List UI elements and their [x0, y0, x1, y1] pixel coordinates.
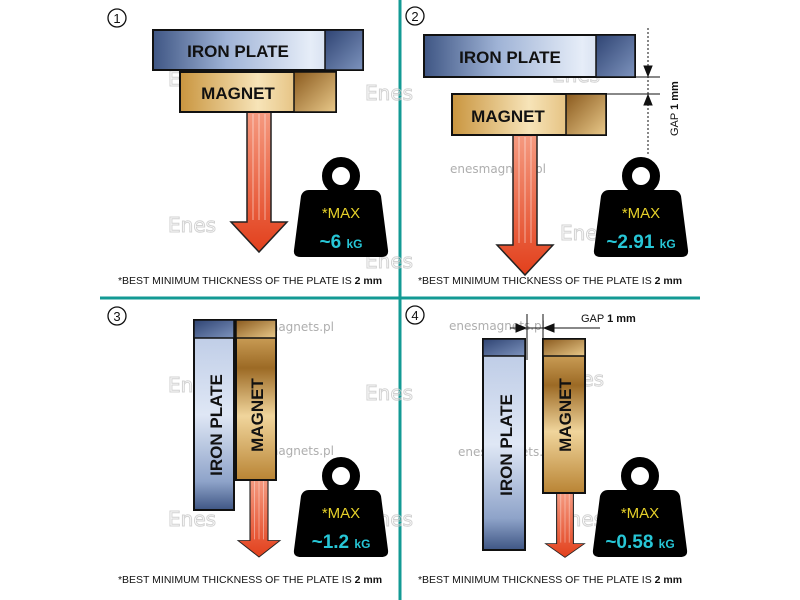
max-label: *MAX — [621, 505, 659, 522]
force-arrow — [496, 134, 554, 276]
panel-number: 3 — [113, 309, 120, 324]
gap-label: GAP — [669, 113, 681, 136]
panel-number: 1 — [113, 11, 120, 26]
force-arrow — [237, 479, 281, 558]
magnet: MAGNET — [179, 71, 337, 113]
magnet: MAGNET — [542, 338, 586, 494]
footnote: *BEST MINIMUM THICKNESS OF THE PLATE IS … — [118, 275, 382, 287]
force-arrow — [230, 111, 288, 253]
weight-badge: *MAX ~1.2 kG — [294, 462, 388, 557]
panel-number-badge — [107, 8, 127, 28]
max-label: *MAX — [322, 505, 360, 522]
iron-plate: IRON PLATE — [482, 338, 526, 551]
panel-2: 2 IRON PLATE MAGNET GAP 1 mm *MAX ~2.91 … — [405, 6, 688, 287]
gap-value: 1 mm — [607, 313, 636, 325]
gap-label: GAP — [581, 313, 604, 325]
watermark-url: enesmagnets.pl — [449, 319, 545, 333]
gap-dimension: GAP 1 mm — [606, 28, 681, 155]
panel-number-badge — [405, 305, 425, 325]
iron-plate-label: IRON PLATE — [207, 374, 226, 476]
iron-plate: IRON PLATE — [152, 29, 364, 71]
svg-text:GAP 1 mm: GAP 1 mm — [581, 313, 636, 325]
max-label: *MAX — [322, 205, 360, 222]
magnet-label: MAGNET — [556, 378, 575, 452]
panel-3: 3 IRON PLATE MAGNET *MAX ~1.2 kG *BEST M… — [107, 306, 388, 586]
max-force-value: ~2.91 kG — [606, 232, 675, 253]
footnote: *BEST MINIMUM THICKNESS OF THE PLATE IS … — [118, 574, 382, 586]
weight-badge: *MAX ~2.91 kG — [594, 162, 688, 257]
panel-1: 1 IRON PLATE MAGNET *MAX ~6 kG *BEST MIN… — [107, 8, 388, 287]
weight-badge: *MAX ~0.58 kG — [593, 462, 687, 557]
panel-number-badge — [107, 306, 127, 326]
iron-plate: IRON PLATE — [423, 34, 636, 78]
panel-number: 4 — [411, 308, 418, 323]
svg-text:Enes: Enes — [168, 213, 216, 237]
max-force-value: ~6 kG — [320, 232, 363, 253]
footnote: *BEST MINIMUM THICKNESS OF THE PLATE IS … — [418, 275, 682, 287]
magnet: MAGNET — [235, 319, 277, 481]
max-force-value: ~0.58 kG — [605, 532, 674, 553]
iron-plate-label: IRON PLATE — [497, 394, 516, 496]
weight-badge: *MAX ~6 kG — [294, 162, 388, 257]
gap-value: 1 mm — [669, 81, 681, 110]
svg-text:Enes: Enes — [365, 381, 413, 405]
panel-4: 4 IRON PLATE MAGNET GAP 1 mm *MAX ~0.58 … — [405, 305, 687, 586]
panel-number: 2 — [411, 9, 418, 24]
iron-plate: IRON PLATE — [193, 319, 235, 511]
iron-plate-label: IRON PLATE — [459, 48, 561, 67]
magnet-label: MAGNET — [201, 84, 275, 103]
panel-number-badge — [405, 6, 425, 26]
magnet-label: MAGNET — [471, 107, 545, 126]
iron-plate-label: IRON PLATE — [187, 42, 289, 61]
footnote: *BEST MINIMUM THICKNESS OF THE PLATE IS … — [418, 574, 682, 586]
magnet: MAGNET — [451, 93, 607, 136]
magnet-label: MAGNET — [248, 378, 267, 452]
gap-dimension: GAP 1 mm — [510, 313, 636, 360]
max-label: *MAX — [622, 205, 660, 222]
svg-text:GAP 1 mm: GAP 1 mm — [669, 81, 681, 136]
svg-text:Enes: Enes — [365, 81, 413, 105]
max-force-value: ~1.2 kG — [312, 532, 371, 553]
